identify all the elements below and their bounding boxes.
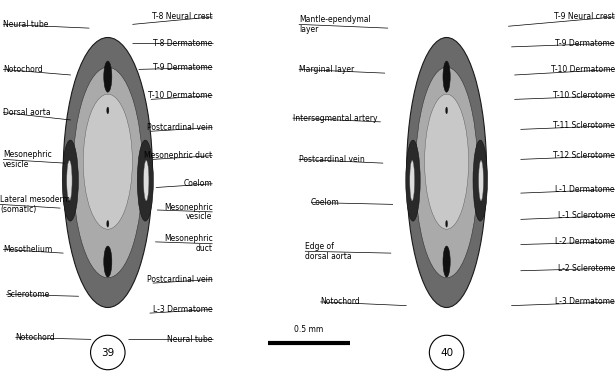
- Ellipse shape: [137, 140, 153, 221]
- Text: Intersegmental artery: Intersegmental artery: [293, 114, 377, 123]
- Text: Coelom: Coelom: [311, 198, 340, 207]
- Ellipse shape: [415, 67, 478, 278]
- Text: T-11 Sclerotome: T-11 Sclerotome: [553, 121, 615, 130]
- Text: L-1 Sclerotome: L-1 Sclerotome: [557, 211, 615, 220]
- Ellipse shape: [479, 160, 484, 201]
- Ellipse shape: [107, 220, 109, 227]
- Text: 0.5 mm: 0.5 mm: [294, 325, 323, 334]
- Ellipse shape: [62, 140, 78, 221]
- Ellipse shape: [103, 246, 112, 277]
- Text: T-9 Dermatome: T-9 Dermatome: [556, 39, 615, 48]
- Ellipse shape: [445, 220, 448, 227]
- Ellipse shape: [144, 160, 149, 201]
- Ellipse shape: [83, 94, 132, 229]
- Ellipse shape: [406, 140, 420, 221]
- Text: L-1 Dermatome: L-1 Dermatome: [555, 185, 615, 194]
- Text: L-3 Dermatome: L-3 Dermatome: [555, 297, 615, 306]
- Text: Sclerotome: Sclerotome: [6, 290, 49, 299]
- Text: T-8 Dermatome: T-8 Dermatome: [153, 39, 213, 48]
- Text: Mesonephric
vesicle: Mesonephric vesicle: [3, 150, 52, 169]
- Text: Postcardinal vein: Postcardinal vein: [299, 155, 365, 164]
- Text: T-9 Neural crest: T-9 Neural crest: [554, 12, 615, 21]
- Text: Mantle-ependymal
layer: Mantle-ependymal layer: [299, 15, 370, 34]
- Text: Postcardinal vein: Postcardinal vein: [147, 123, 213, 132]
- Ellipse shape: [443, 246, 450, 277]
- Ellipse shape: [410, 160, 415, 201]
- Text: L-2 Sclerotome: L-2 Sclerotome: [557, 264, 615, 273]
- Text: Postcardinal vein: Postcardinal vein: [147, 275, 213, 284]
- Text: Mesonephric
duct: Mesonephric duct: [164, 234, 213, 253]
- Text: Neural tube: Neural tube: [3, 20, 49, 29]
- Text: Mesonephric
vesicle: Mesonephric vesicle: [164, 202, 213, 221]
- Text: L-2 Dermatome: L-2 Dermatome: [555, 237, 615, 246]
- Text: Mesothelium: Mesothelium: [3, 245, 52, 254]
- Ellipse shape: [67, 160, 72, 201]
- Text: Notochord: Notochord: [320, 297, 360, 306]
- Ellipse shape: [443, 61, 450, 92]
- Ellipse shape: [107, 107, 109, 114]
- Text: Mesonephric duct: Mesonephric duct: [144, 151, 213, 160]
- Ellipse shape: [73, 67, 143, 278]
- Ellipse shape: [473, 140, 487, 221]
- Text: T-10 Dermatome: T-10 Dermatome: [551, 65, 615, 74]
- Text: 39: 39: [101, 348, 115, 357]
- Ellipse shape: [63, 38, 152, 308]
- Ellipse shape: [103, 61, 112, 92]
- Ellipse shape: [445, 107, 448, 114]
- Text: T-12 Sclerotome: T-12 Sclerotome: [553, 151, 615, 160]
- Text: T-10 Dermatome: T-10 Dermatome: [148, 91, 213, 100]
- Text: Dorsal aorta: Dorsal aorta: [3, 108, 51, 117]
- Text: T-10 Sclerotome: T-10 Sclerotome: [553, 91, 615, 100]
- Text: Notochord: Notochord: [3, 65, 43, 74]
- Text: Notochord: Notochord: [15, 333, 55, 342]
- Text: L-3 Dermatome: L-3 Dermatome: [153, 305, 213, 314]
- Text: Lateral mesoderm
(somatic): Lateral mesoderm (somatic): [0, 195, 70, 214]
- Text: 40: 40: [440, 348, 453, 357]
- Text: Edge of
dorsal aorta: Edge of dorsal aorta: [305, 242, 352, 261]
- Text: T-8 Neural crest: T-8 Neural crest: [152, 12, 213, 21]
- Text: Marginal layer: Marginal layer: [299, 65, 354, 74]
- Ellipse shape: [407, 38, 487, 308]
- Ellipse shape: [424, 94, 469, 229]
- Text: Neural tube: Neural tube: [167, 335, 213, 344]
- Text: Coelom: Coelom: [184, 179, 213, 188]
- Text: T-9 Dermatome: T-9 Dermatome: [153, 63, 213, 72]
